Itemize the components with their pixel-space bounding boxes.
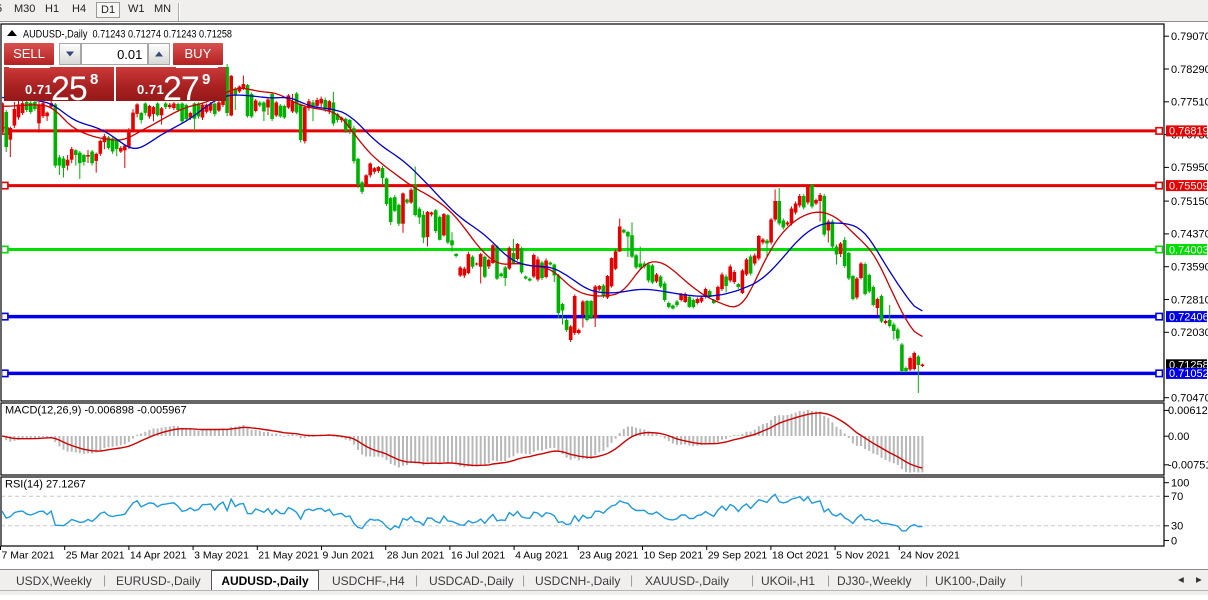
svg-text:0.75950: 0.75950 — [1171, 162, 1208, 174]
svg-text:21 May 2021: 21 May 2021 — [258, 550, 319, 562]
svg-text:0.79070: 0.79070 — [1171, 31, 1208, 43]
svg-text:0.76819: 0.76819 — [1169, 126, 1208, 138]
svg-text:0.74003: 0.74003 — [1169, 244, 1208, 256]
svg-text:0.71052: 0.71052 — [1169, 368, 1208, 380]
svg-text:0.70470: 0.70470 — [1171, 393, 1208, 405]
svg-text:0.77510: 0.77510 — [1171, 97, 1208, 109]
svg-text:0.74370: 0.74370 — [1171, 229, 1208, 241]
svg-text:0.00: 0.00 — [1168, 431, 1189, 443]
svg-text:0.75150: 0.75150 — [1171, 196, 1208, 208]
svg-text:0.72810: 0.72810 — [1171, 294, 1208, 306]
svg-text:0.73590: 0.73590 — [1171, 262, 1208, 274]
svg-text:28 Jun 2021: 28 Jun 2021 — [387, 550, 445, 562]
svg-text:0.72406: 0.72406 — [1169, 311, 1208, 323]
svg-text:5 Nov 2021: 5 Nov 2021 — [836, 550, 890, 562]
svg-text:0.006121: 0.006121 — [1168, 405, 1208, 417]
svg-text:29 Sep 2021: 29 Sep 2021 — [708, 550, 768, 562]
svg-text:10 Sep 2021: 10 Sep 2021 — [644, 550, 704, 562]
svg-text:7 Mar 2021: 7 Mar 2021 — [2, 550, 55, 562]
svg-text:0.72030: 0.72030 — [1171, 327, 1208, 339]
svg-text:24 Nov 2021: 24 Nov 2021 — [900, 550, 960, 562]
svg-text:AUDUSD-,Daily 0.71243 0.71274: AUDUSD-,Daily 0.71243 0.71274 0.71243 0.… — [23, 29, 232, 41]
svg-text:0.78290: 0.78290 — [1171, 64, 1208, 76]
svg-text:23 Aug 2021: 23 Aug 2021 — [579, 550, 638, 562]
svg-text:16 Jul 2021: 16 Jul 2021 — [451, 550, 505, 562]
svg-text:25 Mar 2021: 25 Mar 2021 — [66, 550, 125, 562]
svg-text:3 May 2021: 3 May 2021 — [194, 550, 249, 562]
svg-text:70: 70 — [1171, 491, 1183, 503]
svg-text:14 Apr 2021: 14 Apr 2021 — [130, 550, 187, 562]
svg-text:-0.007518: -0.007518 — [1168, 460, 1208, 472]
svg-text:18 Oct 2021: 18 Oct 2021 — [772, 550, 829, 562]
svg-text:0.75509: 0.75509 — [1169, 180, 1208, 192]
svg-text:100: 100 — [1171, 478, 1189, 490]
svg-text:4 Aug 2021: 4 Aug 2021 — [515, 550, 568, 562]
svg-text:30: 30 — [1171, 521, 1183, 533]
svg-text:0: 0 — [1171, 535, 1177, 547]
svg-text:9 Jun 2021: 9 Jun 2021 — [323, 550, 375, 562]
svg-text:MACD(12,26,9) -0.006898 -0.005: MACD(12,26,9) -0.006898 -0.005967 — [5, 405, 187, 417]
svg-text:RSI(14) 27.1267: RSI(14) 27.1267 — [5, 479, 86, 491]
